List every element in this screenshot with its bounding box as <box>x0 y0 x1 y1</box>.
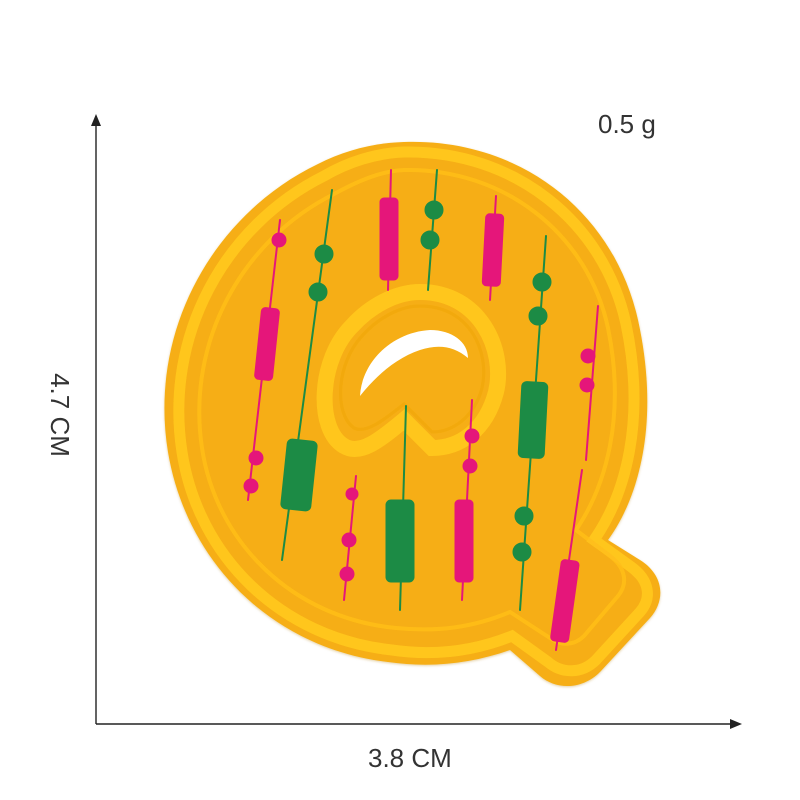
pink-stitches <box>243 169 599 651</box>
dimension-axes <box>91 114 742 729</box>
patch-outer-border <box>173 146 653 677</box>
q-embroidered-patch <box>164 141 661 687</box>
patch-hole <box>360 330 468 396</box>
weight-label: 0.5 g <box>598 109 656 139</box>
height-label: 4.7 CM <box>45 373 75 457</box>
patch-inner-border <box>197 167 627 646</box>
green-stitches <box>280 169 552 611</box>
arrow-right-icon <box>730 719 742 729</box>
arrow-up-icon <box>91 114 101 126</box>
width-label: 3.8 CM <box>368 743 452 773</box>
inner-ring <box>316 283 507 458</box>
inner-ring-edge <box>339 304 486 434</box>
